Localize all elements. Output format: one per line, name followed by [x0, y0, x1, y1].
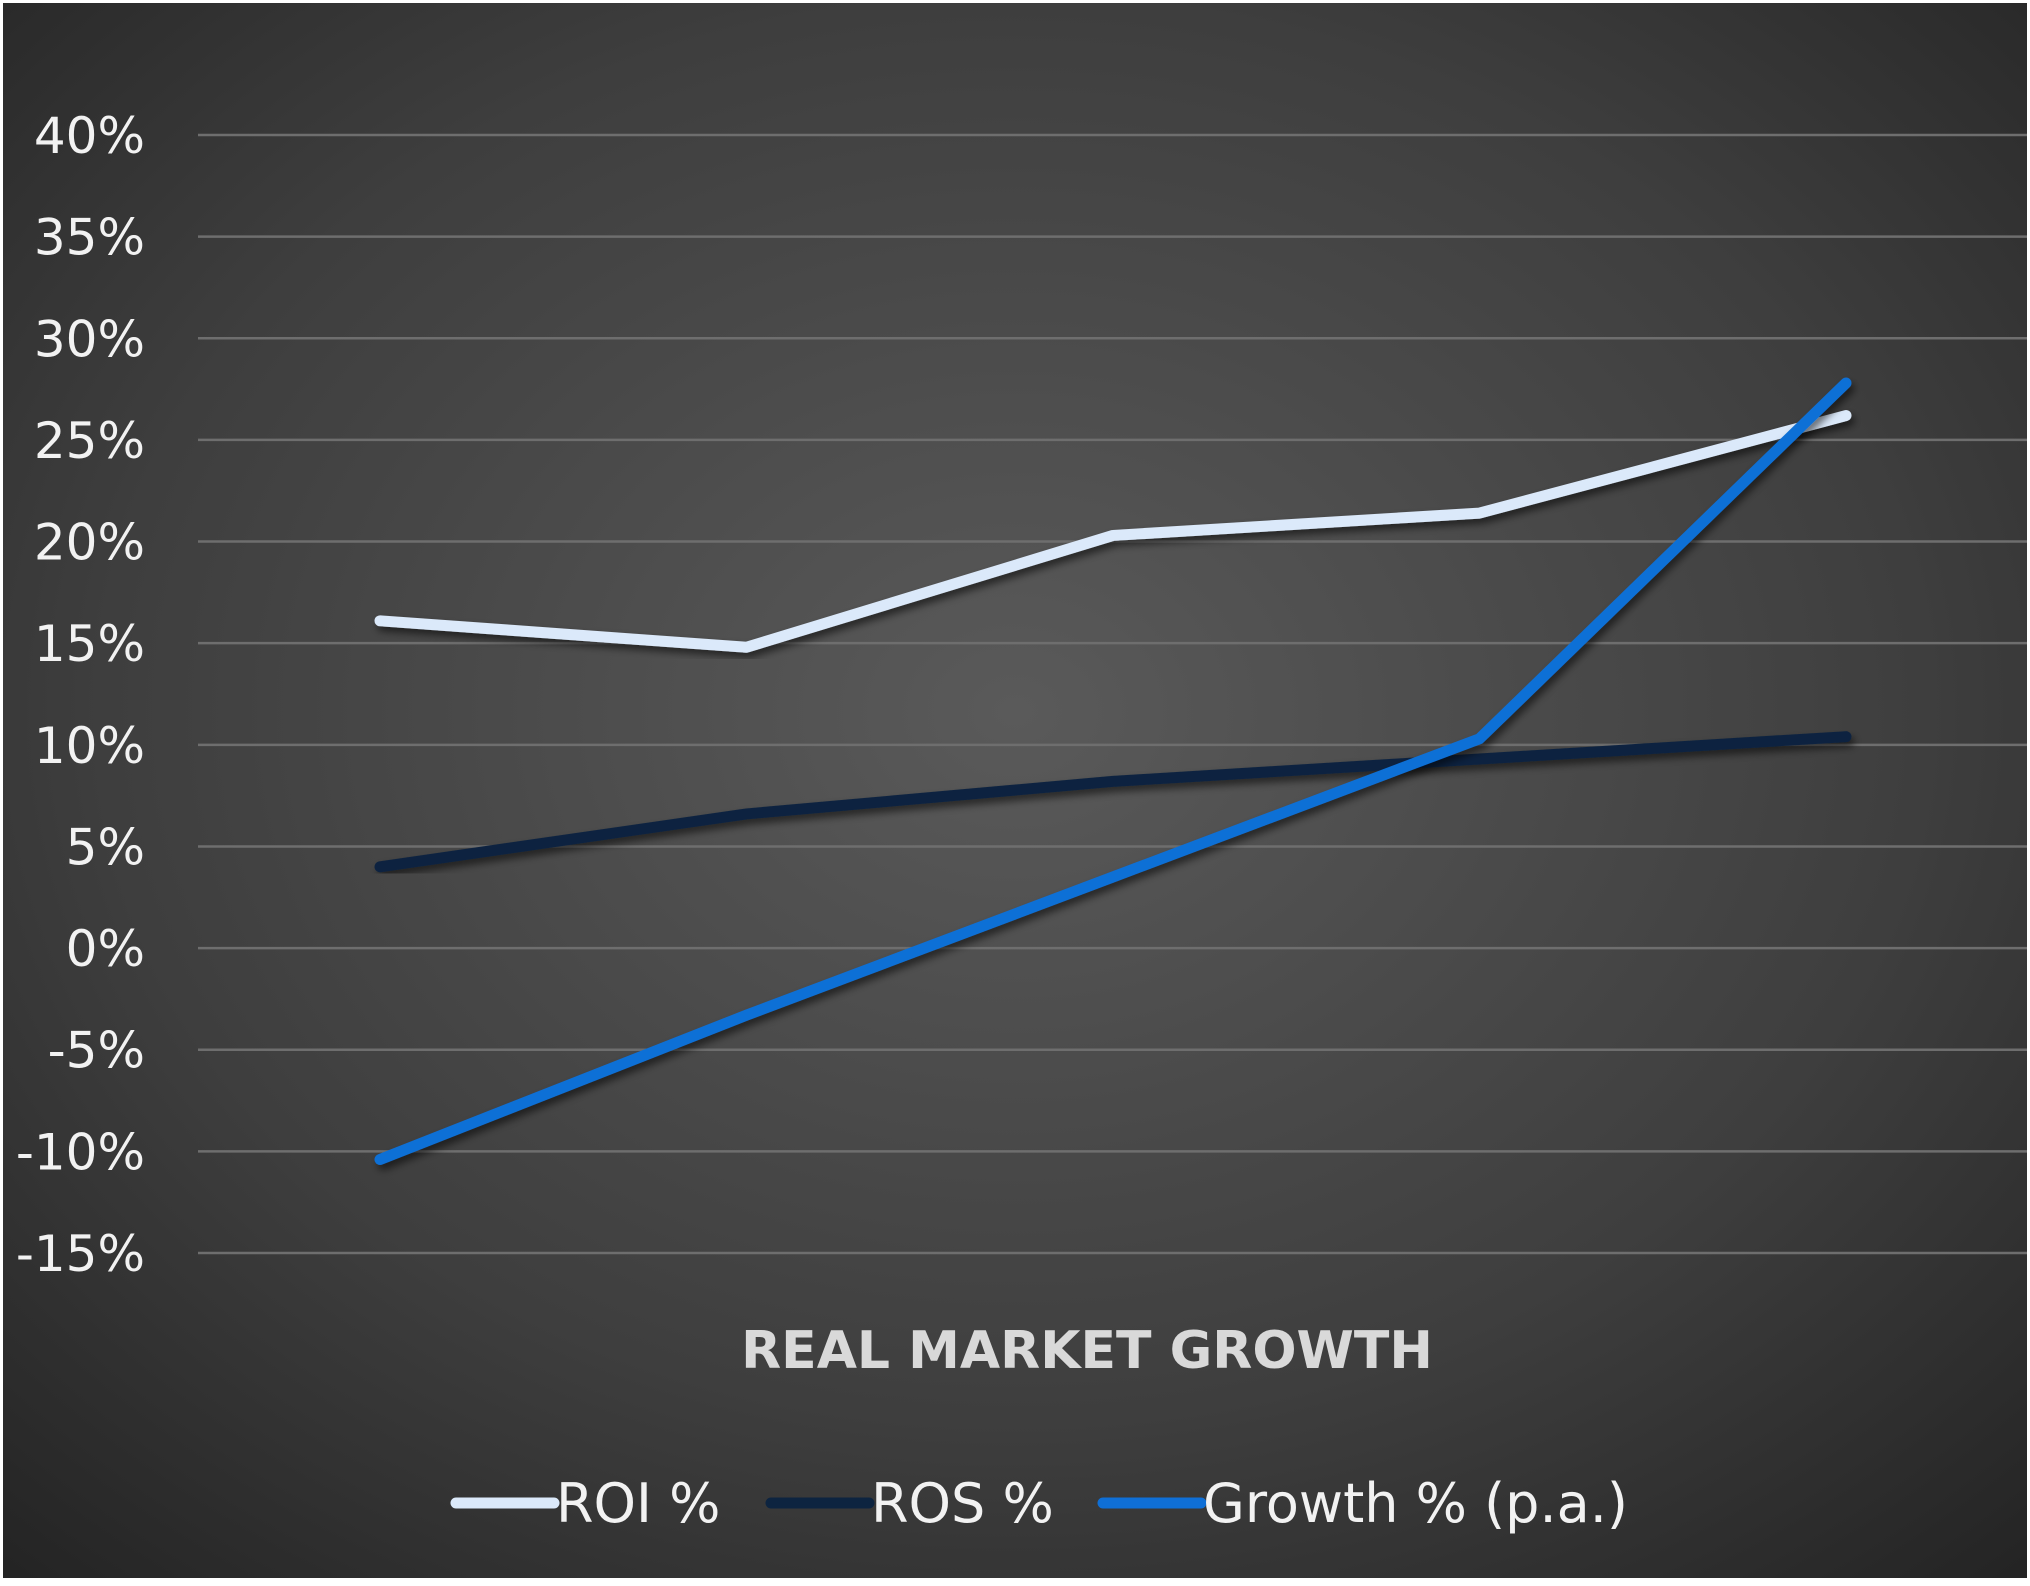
y-tick-label: -5% — [48, 1022, 145, 1080]
gridlines — [198, 133, 2027, 1255]
series-line-1 — [374, 410, 1852, 653]
series-lines — [374, 377, 1852, 1165]
legend-item: ROS % — [765, 1472, 1054, 1535]
legend-label: ROS % — [871, 1472, 1054, 1535]
legend-item: ROI % — [450, 1472, 720, 1535]
y-tick-label: 35% — [34, 209, 145, 267]
y-tick-label: -15% — [16, 1225, 145, 1283]
y-tick-label: -10% — [16, 1123, 145, 1181]
y-tick-label: 40% — [34, 107, 145, 165]
series-line-3 — [374, 377, 1852, 1165]
legend-item: Growth % (p.a.) — [1097, 1472, 1628, 1535]
y-tick-label: 0% — [66, 920, 145, 978]
x-axis-title: REAL MARKET GROWTH — [741, 1321, 1433, 1381]
legend: ROI % ROS % Growth % (p.a.) — [450, 1472, 1628, 1535]
y-tick-label: 20% — [34, 514, 145, 572]
y-tick-label: 10% — [34, 717, 145, 775]
y-tick-label: 30% — [34, 310, 145, 368]
y-tick-label: 15% — [34, 615, 145, 673]
series-line-2 — [374, 731, 1852, 873]
y-tick-label: 5% — [66, 818, 145, 876]
legend-label: Growth % (p.a.) — [1203, 1472, 1628, 1535]
y-tick-label: 25% — [34, 412, 145, 470]
y-axis-tick-labels: -15% -10% -5% 0% 5% 10% 15% 20% 25% 30% 35% 40% — [16, 107, 145, 1283]
legend-label: ROI % — [556, 1472, 720, 1535]
